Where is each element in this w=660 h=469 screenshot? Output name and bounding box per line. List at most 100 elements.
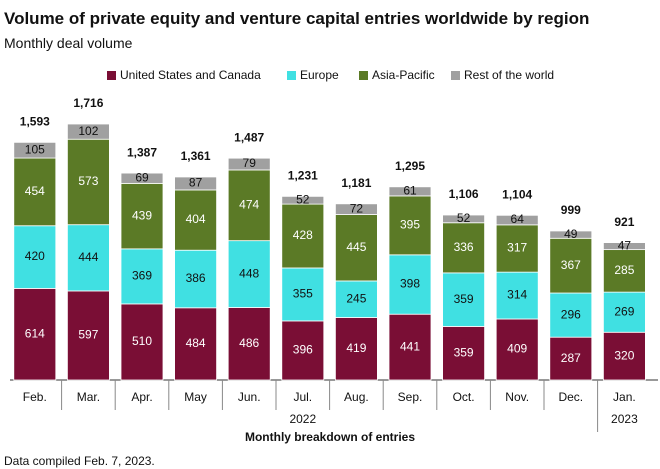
segment-label: 396 [293, 343, 313, 357]
segment-label: 428 [293, 228, 313, 242]
segment-label: 79 [243, 156, 257, 170]
segment-label: 314 [507, 288, 527, 302]
bar-segment [281, 195, 325, 205]
bar-segment [120, 303, 164, 381]
bar-segment [13, 288, 57, 381]
segment-label: 486 [239, 336, 259, 350]
bar-segment [388, 195, 432, 256]
x-group-label: 2022 [289, 412, 316, 426]
x-tick-label: Jun. [238, 390, 261, 404]
bar-segment [281, 267, 325, 322]
segment-label: 398 [400, 277, 420, 291]
x-tick-label: Feb. [23, 390, 47, 404]
segment-label: 367 [561, 258, 581, 272]
x-tick-label: Dec. [558, 390, 583, 404]
legend-swatch [287, 71, 296, 80]
segment-label: 52 [457, 211, 471, 225]
x-tick-label: Nov. [505, 390, 529, 404]
x-tick-label: May [184, 390, 207, 404]
x-tick-label: Apr. [131, 390, 152, 404]
legend-swatch [451, 71, 460, 80]
total-label: 921 [614, 215, 634, 229]
segment-label: 369 [132, 269, 152, 283]
footnote: Data compiled Feb. 7, 2023. [4, 454, 155, 468]
bar-segment [120, 248, 164, 305]
x-tick-label: Oct. [453, 390, 475, 404]
segment-label: 445 [346, 240, 366, 254]
bar-segment [549, 237, 593, 294]
segment-label: 355 [293, 287, 313, 301]
bar-segment [442, 214, 486, 224]
x-axis-title: Monthly breakdown of entries [245, 430, 415, 444]
segment-label: 49 [564, 227, 578, 241]
bar-segment [442, 222, 486, 274]
segment-label: 359 [454, 345, 474, 359]
total-label: 1,361 [181, 149, 211, 163]
bar-segment [67, 123, 110, 140]
segment-label: 47 [618, 238, 632, 252]
bar-segment [174, 307, 218, 381]
segment-label: 69 [135, 170, 149, 184]
segment-label: 102 [78, 124, 98, 138]
x-tick-label: Sep. [398, 390, 423, 404]
bar-segment [67, 290, 110, 381]
segment-label: 72 [350, 201, 364, 215]
segment-label: 269 [614, 304, 634, 318]
x-tick-label: Aug. [344, 390, 369, 404]
segment-label: 296 [561, 307, 581, 321]
total-label: 1,716 [73, 96, 103, 110]
segment-label: 404 [186, 212, 206, 226]
segment-label: 441 [400, 339, 420, 353]
bar-segment [442, 272, 486, 327]
bar-segment [549, 230, 593, 239]
segment-label: 395 [400, 218, 420, 232]
segment-label: 317 [507, 241, 527, 255]
segment-label: 419 [346, 341, 366, 355]
bar-segment [227, 240, 271, 308]
segment-label: 439 [132, 208, 152, 222]
x-tick-label: Jul. [293, 390, 312, 404]
total-label: 1,295 [395, 159, 425, 173]
bar-segment [334, 203, 378, 215]
bar-segment [495, 271, 539, 320]
legend-label: Asia-Pacific [372, 68, 435, 82]
segment-label: 87 [189, 176, 203, 190]
segment-label: 320 [614, 348, 634, 362]
bar-segment [120, 172, 164, 184]
bar-segment [227, 169, 271, 242]
segment-label: 573 [78, 174, 98, 188]
segment-label: 245 [346, 291, 366, 305]
bar-segment [603, 291, 646, 333]
segment-label: 52 [296, 192, 310, 206]
segment-label: 64 [511, 212, 525, 226]
segment-label: 287 [561, 351, 581, 365]
legend-label: United States and Canada [120, 68, 261, 82]
bar-segment [67, 224, 110, 292]
total-label: 1,231 [288, 169, 318, 183]
bar-segment [67, 138, 110, 226]
bar-segment [603, 331, 646, 381]
segment-label: 336 [454, 240, 474, 254]
bar-segment [120, 182, 164, 250]
chart-title: Volume of private equity and venture cap… [4, 9, 589, 28]
bar-segment [281, 320, 325, 381]
bar-segment [13, 141, 57, 159]
bar-segment [495, 214, 539, 226]
bar-segment [174, 249, 218, 309]
bar-segment [388, 254, 432, 315]
bar-segment [227, 307, 271, 381]
segment-label: 510 [132, 334, 152, 348]
bar-segment [495, 318, 539, 381]
total-label: 1,104 [502, 187, 532, 201]
segment-label: 474 [239, 197, 259, 211]
x-group-label: 2023 [611, 412, 638, 426]
x-tick-label: Mar. [77, 390, 100, 404]
bar-segment [334, 317, 378, 381]
segment-label: 386 [186, 271, 206, 285]
segment-label: 597 [78, 328, 98, 342]
legend-swatch [107, 71, 116, 80]
segment-label: 448 [239, 266, 259, 280]
total-label: 999 [561, 203, 581, 217]
bar-segment [334, 214, 378, 282]
